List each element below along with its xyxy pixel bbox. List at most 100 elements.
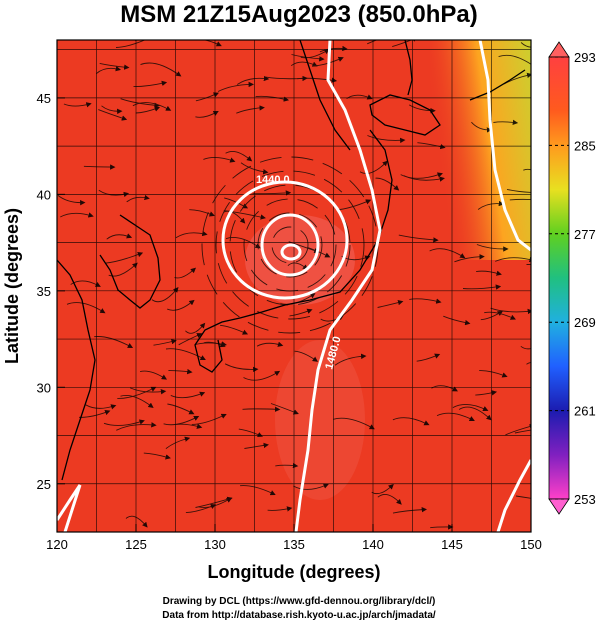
y-axis-label: Latitude (degrees)	[2, 208, 22, 364]
streamline	[135, 106, 161, 114]
colorbar-label: 277	[574, 227, 596, 242]
contour-core	[280, 243, 302, 261]
y-tick-label: 25	[37, 477, 51, 492]
streamline	[267, 506, 293, 512]
streamline	[103, 419, 145, 426]
streamline	[194, 341, 227, 347]
streamline	[117, 386, 157, 399]
x-axis-ticks: 120 125 130 135 140 145 150	[46, 524, 542, 552]
streamline	[165, 348, 206, 361]
streamline-swirl	[215, 170, 365, 320]
streamline	[294, 350, 319, 362]
streamline	[191, 413, 227, 425]
streamline	[125, 515, 148, 528]
streamline	[334, 353, 367, 366]
streamline	[120, 395, 154, 409]
streamline	[240, 485, 276, 496]
streamline	[185, 504, 217, 514]
streamline	[168, 368, 193, 375]
streamline	[224, 363, 259, 373]
contour-inner	[260, 213, 320, 277]
streamline	[243, 370, 281, 381]
streamline	[163, 415, 200, 426]
streamline	[178, 333, 203, 346]
streamline	[458, 406, 492, 421]
streamline	[139, 370, 168, 380]
streamline	[505, 423, 531, 436]
streamline	[319, 45, 348, 53]
streamline	[223, 210, 266, 220]
streamline	[83, 164, 116, 170]
streamline	[509, 198, 531, 201]
streamline	[479, 370, 508, 378]
streamline	[189, 209, 215, 217]
streamline	[495, 256, 531, 263]
streamline	[252, 190, 292, 196]
streamline	[375, 177, 400, 191]
y-tick-label: 45	[37, 91, 51, 106]
colorbar-label: 269	[574, 315, 596, 330]
streamline	[476, 244, 509, 252]
streamline	[484, 311, 516, 320]
contour-1480	[294, 40, 382, 532]
streamline	[520, 345, 531, 350]
streamline	[236, 75, 270, 85]
streamline	[392, 40, 419, 48]
streamline	[225, 237, 261, 249]
streamline	[191, 40, 222, 47]
contour-southeast	[496, 459, 531, 532]
streamline	[240, 162, 269, 175]
streamline	[217, 81, 254, 92]
streamline	[115, 40, 154, 48]
streamline	[300, 49, 330, 59]
streamline	[99, 62, 130, 70]
streamline	[236, 105, 265, 114]
streamline	[454, 254, 485, 263]
streamline	[195, 496, 233, 508]
x-tick-label: 150	[520, 537, 542, 552]
x-tick-label: 135	[283, 537, 305, 552]
colorbar: 293 285 277 269 261 253	[548, 41, 596, 515]
streamline	[223, 210, 246, 224]
streamline	[275, 462, 299, 469]
streamline	[367, 135, 406, 144]
streamline	[134, 40, 141, 41]
streamline	[167, 299, 195, 311]
streamline	[289, 308, 313, 317]
streamline-swirl	[271, 226, 309, 264]
streamline	[105, 252, 144, 264]
streamline	[63, 102, 92, 108]
coastlines	[57, 40, 526, 481]
credit-data: Data from http://database.rish.kyoto-u.a…	[162, 610, 436, 621]
streamline	[377, 493, 402, 505]
y-tick-label: 30	[37, 380, 51, 395]
streamline	[429, 248, 466, 259]
streamline	[476, 270, 502, 276]
streamline	[471, 121, 493, 133]
streamline	[108, 262, 138, 277]
streamline	[101, 105, 123, 115]
streamline	[85, 404, 117, 410]
streamline	[287, 262, 309, 270]
x-tick-label: 130	[204, 537, 226, 552]
streamline	[523, 168, 531, 171]
streamline	[151, 287, 179, 303]
streamline	[392, 506, 428, 514]
x-tick-label: 120	[46, 537, 68, 552]
streamline	[452, 404, 489, 411]
streamline	[417, 142, 446, 150]
streamline	[238, 428, 263, 438]
x-tick-label: 125	[125, 537, 147, 552]
streamline	[195, 111, 219, 118]
streamline	[170, 391, 206, 399]
streamline	[498, 54, 531, 65]
streamline	[436, 412, 475, 422]
streamline	[398, 234, 439, 243]
plot-area: 1440.0 1480.0	[57, 40, 531, 532]
streamline	[242, 406, 281, 412]
colorbar-bottom-triangle	[548, 498, 570, 515]
streamline	[526, 263, 531, 265]
streamline	[203, 157, 236, 163]
streamline	[116, 422, 157, 431]
